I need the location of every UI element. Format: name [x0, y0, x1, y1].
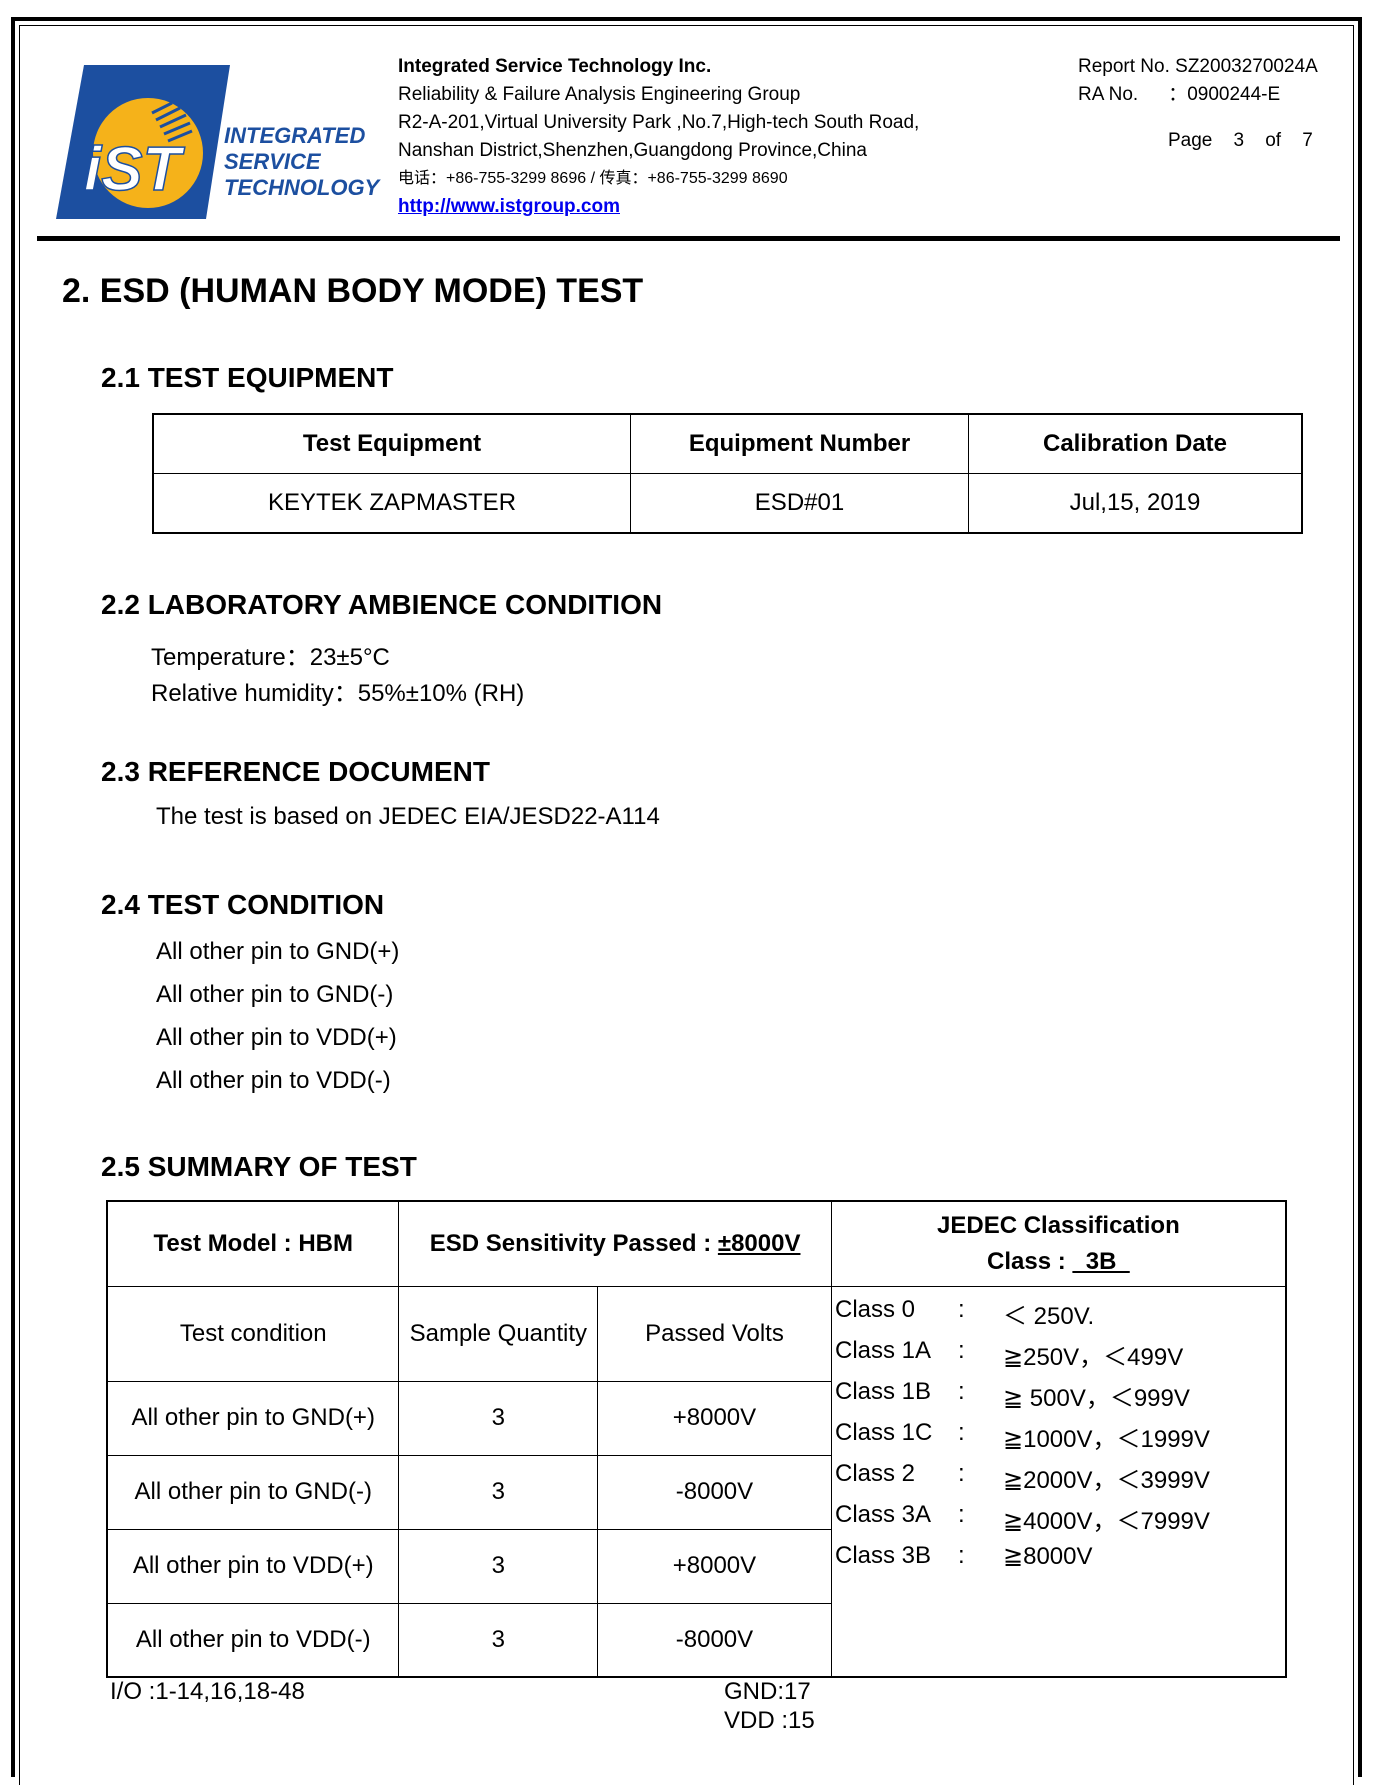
- reference-text: The test is based on JEDEC EIA/JESD22-A1…: [156, 803, 660, 830]
- section-heading-ambience: 2.2 LABORATORY AMBIENCE CONDITION: [101, 589, 663, 620]
- esd-sensitivity: ESD Sensitivity Passed : ±8000V: [398, 1200, 832, 1287]
- equipment-table: Test Equipment Equipment Number Calibrat…: [152, 413, 1303, 534]
- class-range: ＜ 250V.: [1003, 1303, 1095, 1330]
- page-border-inner: [19, 25, 1354, 1785]
- sensitivity-value: ±8000V: [717, 1229, 801, 1257]
- table-cell: KEYTEK ZAPMASTER: [152, 473, 631, 534]
- column-header: Test Equipment: [152, 413, 631, 474]
- table-cell: 3: [398, 1528, 599, 1604]
- section-heading-reference: 2.3 REFERENCE DOCUMENT: [101, 756, 490, 787]
- table-cell: 3: [398, 1380, 599, 1456]
- class-separator: :: [958, 1542, 965, 1569]
- condition-item: All other pin to VDD(-): [156, 1067, 391, 1094]
- table-cell: 3: [398, 1602, 599, 1678]
- section-heading-summary: 2.5 SUMMARY OF TEST: [101, 1151, 417, 1182]
- class-range: ≧250V，＜499V: [1003, 1344, 1184, 1371]
- sensitivity-label: ESD Sensitivity Passed :: [429, 1229, 718, 1257]
- report-info: Report No. SZ2003270024A RA No. ：0900244-…: [1078, 53, 1318, 155]
- table-cell: All other pin to GND(-): [106, 1454, 400, 1530]
- temperature: Temperature：23±5°C: [151, 644, 390, 671]
- condition-item: All other pin to GND(+): [156, 938, 400, 965]
- class-separator: :: [958, 1460, 965, 1487]
- table-cell: ESD#01: [630, 473, 969, 534]
- table-cell: +8000V: [597, 1528, 832, 1604]
- class-value: 3B: [1072, 1247, 1130, 1275]
- page-border: [11, 17, 1362, 1777]
- header-rule: [37, 236, 1340, 241]
- gnd-pins: GND:17: [724, 1678, 811, 1705]
- ist-logo: iST INTEGRATED SERVICE TECHNOLOGY: [56, 65, 382, 219]
- page-total: 7: [1302, 130, 1313, 151]
- website-link[interactable]: http://www.istgroup.com: [398, 196, 620, 217]
- table-cell: +8000V: [597, 1380, 832, 1456]
- table-row: KEYTEK ZAPMASTER ESD#01 Jul,15, 2019: [152, 473, 1303, 534]
- table-cell: -8000V: [597, 1602, 832, 1678]
- table-cell: 3: [398, 1454, 599, 1530]
- table-cell: -8000V: [597, 1454, 832, 1530]
- company-info: Integrated Service Technology Inc. Relia…: [398, 53, 919, 221]
- class-range: ≧1000V，＜1999V: [1003, 1426, 1210, 1453]
- table-cell: All other pin to GND(+): [106, 1380, 400, 1456]
- table-row: All other pin to VDD(-) 3 -8000V: [106, 1602, 1286, 1678]
- address-line-1: R2-A-201,Virtual University Park ,No.7,H…: [398, 112, 920, 133]
- class-name: Class 1A: [835, 1337, 932, 1364]
- condition-item: All other pin to VDD(+): [156, 1024, 397, 1051]
- svg-text:TECHNOLOGY: TECHNOLOGY: [224, 175, 382, 200]
- section-heading-equipment: 2.1 TEST EQUIPMENT: [101, 362, 394, 393]
- table-cell: Jul,15, 2019: [968, 473, 1303, 534]
- class-name: Class 1C: [835, 1419, 933, 1446]
- ra-value: ：0900244-E: [1168, 84, 1281, 105]
- class-label: Class :: [987, 1247, 1073, 1275]
- class-separator: :: [958, 1337, 965, 1364]
- column-header: Passed Volts: [597, 1285, 832, 1382]
- class-separator: :: [958, 1378, 965, 1405]
- company-name: Integrated Service Technology Inc.: [398, 56, 712, 77]
- class-separator: :: [958, 1501, 965, 1528]
- page-of: of: [1265, 130, 1282, 151]
- class-name: Class 3A: [835, 1501, 932, 1528]
- test-model: Test Model : HBM: [106, 1200, 400, 1287]
- group-name: Reliability & Failure Analysis Engineeri…: [398, 84, 801, 105]
- report-number: Report No. SZ2003270024A: [1078, 56, 1318, 77]
- page-title: 2. ESD (HUMAN BODY MODE) TEST: [62, 272, 644, 310]
- ra-label: RA No.: [1078, 84, 1139, 105]
- svg-text:SERVICE: SERVICE: [224, 149, 322, 174]
- class-range: ≧4000V，＜7999V: [1003, 1508, 1210, 1535]
- class-name: Class 0: [835, 1296, 916, 1323]
- class-range: ≧ 500V，＜999V: [1003, 1385, 1190, 1412]
- phone-fax: 电话：+86-755-3299 8696 / 传真：+86-755-3299 8…: [398, 170, 788, 187]
- table-row: All other pin to GND(+) 3 +8000V: [106, 1380, 1286, 1456]
- column-header: Test condition: [106, 1285, 400, 1382]
- table-row: All other pin to GND(-) 3 -8000V: [106, 1454, 1286, 1530]
- column-header: Sample Quantity: [398, 1285, 599, 1382]
- table-row: All other pin to VDD(+) 3 +8000V: [106, 1528, 1286, 1604]
- page-current: 3: [1233, 130, 1245, 151]
- section-heading-condition: 2.4 TEST CONDITION: [101, 889, 385, 920]
- class-name: Class 3B: [835, 1542, 932, 1569]
- table-cell: All other pin to VDD(+): [106, 1528, 400, 1604]
- class-separator: :: [958, 1296, 965, 1323]
- class-name: Class 1B: [835, 1378, 932, 1405]
- io-pins: I/O :1-14,16,18-48: [110, 1678, 305, 1705]
- class-name: Class 2: [835, 1460, 916, 1487]
- jedec-title: JEDEC Classification: [937, 1211, 1180, 1239]
- humidity: Relative humidity：55%±10% (RH): [151, 680, 525, 707]
- table-cell: All other pin to VDD(-): [106, 1602, 400, 1678]
- column-header: Calibration Date: [968, 413, 1303, 474]
- class-range: ≧8000V: [1003, 1543, 1093, 1570]
- class-range: ≧2000V，＜3999V: [1003, 1467, 1210, 1494]
- summary-table: Test Model : HBM ESD Sensitivity Passed …: [106, 1200, 1287, 1678]
- condition-item: All other pin to GND(-): [156, 981, 394, 1008]
- page-label: Page: [1168, 130, 1213, 151]
- address-line-2: Nanshan District,Shenzhen,Guangdong Prov…: [398, 140, 867, 161]
- svg-text:INTEGRATED: INTEGRATED: [224, 123, 365, 148]
- class-separator: :: [958, 1419, 965, 1446]
- column-header: Equipment Number: [630, 413, 969, 474]
- class-list: [830, 1285, 1287, 1678]
- vdd-pins: VDD :15: [724, 1707, 815, 1734]
- jedec-classification: JEDEC Classification Class : 3B: [830, 1200, 1287, 1287]
- svg-text:iST: iST: [84, 135, 186, 204]
